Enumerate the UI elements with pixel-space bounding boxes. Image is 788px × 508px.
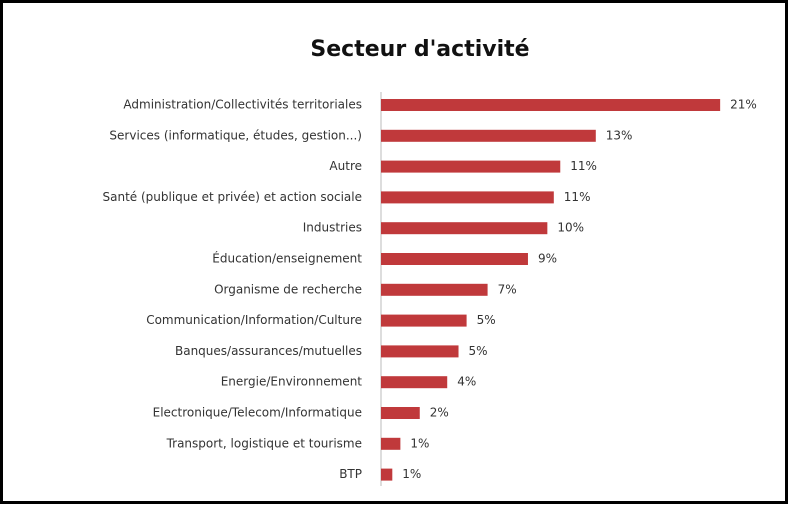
value-label: 7% (498, 282, 517, 296)
value-label: 1% (410, 436, 429, 450)
category-label: Electronique/Telecom/Informatique (153, 406, 362, 420)
category-label: Organisme de recherche (214, 282, 362, 296)
bar (381, 407, 420, 419)
category-label: BTP (339, 467, 362, 481)
bar (381, 160, 561, 173)
bar (381, 191, 554, 204)
value-label: 10% (557, 221, 584, 235)
value-label: 13% (606, 128, 633, 142)
bar (381, 99, 721, 111)
category-label: Services (informatique, études, gestion.… (109, 128, 362, 142)
category-label: Banques/assurances/mutuelles (175, 344, 362, 358)
value-label: 11% (564, 190, 591, 204)
category-label: Industries (303, 221, 362, 235)
value-label: 4% (457, 375, 476, 389)
value-label: 5% (477, 313, 496, 327)
bar (381, 283, 488, 296)
bar (381, 222, 548, 235)
category-label: Transport, logistique et tourisme (166, 436, 362, 450)
bar (381, 129, 596, 142)
bar (381, 437, 401, 450)
category-label: Éducation/enseignement (212, 251, 362, 266)
chart-title: Secteur d'activité (310, 37, 529, 62)
value-label: 1% (402, 467, 421, 481)
bar (381, 314, 467, 327)
value-label: 5% (469, 344, 488, 358)
bar (381, 253, 528, 265)
value-label: 9% (538, 252, 557, 266)
category-label: Autre (329, 159, 362, 173)
value-label: 21% (730, 98, 757, 112)
category-label: Energie/Environnement (221, 375, 363, 389)
value-label: 2% (430, 406, 449, 420)
value-label: 11% (570, 159, 597, 173)
category-label: Santé (publique et privée) et action soc… (103, 190, 363, 204)
bar (381, 468, 393, 481)
bar (381, 345, 459, 358)
bar (381, 376, 448, 389)
category-label: Communication/Information/Culture (146, 313, 362, 327)
category-label: Administration/Collectivités territorial… (123, 98, 362, 112)
